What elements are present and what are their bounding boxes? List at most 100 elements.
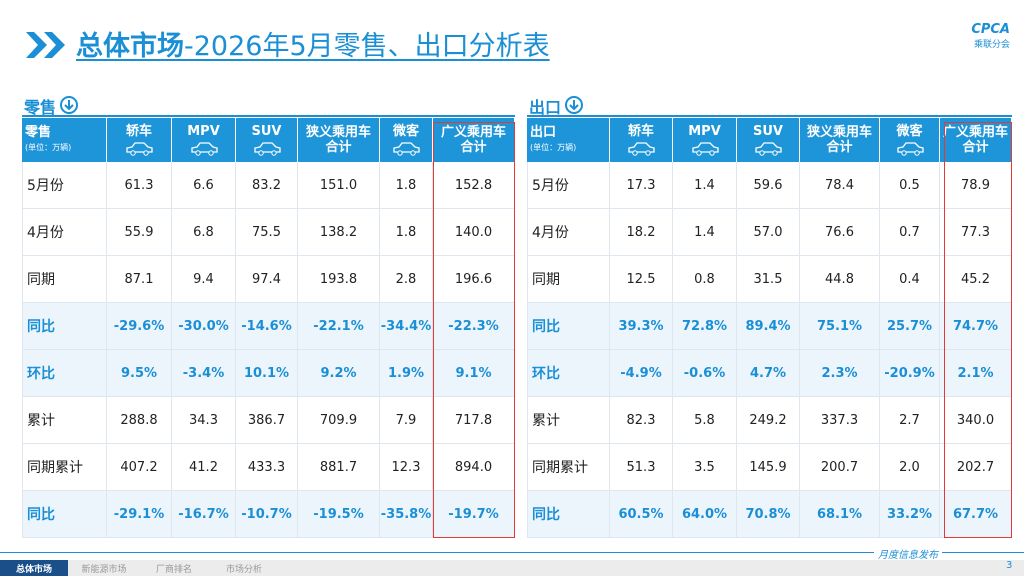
table-cell: 249.2: [737, 397, 800, 444]
logo-text: CPCA: [971, 22, 1010, 37]
column-header-text: 微客: [392, 124, 419, 139]
table-cell: 138.2: [298, 209, 380, 256]
column-header-text: 合计: [325, 140, 352, 155]
table-cell: -35.8%: [380, 491, 433, 538]
table-cell: 337.3: [800, 397, 880, 444]
logo-sub: 乘联分会: [973, 40, 1010, 50]
corner-label: 出口: [530, 125, 557, 140]
table-cell: 72.8%: [673, 303, 737, 350]
footer-tab[interactable]: 厂商排名: [155, 564, 192, 575]
row-label: 同比: [527, 303, 610, 350]
table-cell: 9.1%: [433, 350, 515, 397]
table-cell: 151.0: [298, 162, 380, 209]
vehicle-icon: [252, 142, 282, 156]
row-label: 同比: [527, 491, 610, 538]
table-cell: 9.4: [172, 256, 236, 303]
table-cell: 89.4%: [737, 303, 800, 350]
table-cell: 25.7%: [880, 303, 940, 350]
column-header-text: 合计: [460, 140, 487, 155]
table-cell: 78.4: [800, 162, 880, 209]
row-label: 同期: [527, 256, 610, 303]
row-label: 累计: [527, 397, 610, 444]
table-cell: 41.2: [172, 444, 236, 491]
column-header: 微客: [880, 118, 940, 162]
table-cell: 87.1: [107, 256, 172, 303]
table-cell: 200.7: [800, 444, 880, 491]
section-label: 零售: [24, 98, 57, 117]
page-number: 3: [1006, 560, 1013, 571]
table-cell: 0.7: [880, 209, 940, 256]
footer-bar: [0, 560, 1024, 576]
highlight-box: [433, 122, 515, 538]
table-cell: -29.1%: [107, 491, 172, 538]
column-header: 广义乘用车 合计: [940, 118, 1012, 162]
table-cell: 68.1%: [800, 491, 880, 538]
table-cell: -20.9%: [880, 350, 940, 397]
table-cell: -19.5%: [298, 491, 380, 538]
table-cell: 1.8: [380, 209, 433, 256]
row-label: 5月份: [22, 162, 107, 209]
section-icon: [565, 96, 583, 114]
table-cell: -34.4%: [380, 303, 433, 350]
footer-tab[interactable]: 总体市场: [0, 560, 68, 576]
row-label: 4月份: [527, 209, 610, 256]
table-cell: 6.8: [172, 209, 236, 256]
vehicle-icon: [895, 142, 925, 156]
table-cell: 64.0%: [673, 491, 737, 538]
table-cell: 97.4: [236, 256, 298, 303]
table-cell: 433.3: [236, 444, 298, 491]
table-cell: -0.6%: [673, 350, 737, 397]
column-header-text: 合计: [962, 140, 989, 155]
table-cell: 4.7%: [737, 350, 800, 397]
row-label: 同期累计: [22, 444, 107, 491]
table-cell: -29.6%: [107, 303, 172, 350]
table-cell: 288.8: [107, 397, 172, 444]
vehicle-icon: [391, 142, 421, 156]
title-bold: 总体市场: [76, 31, 184, 62]
column-header-text: 轿车: [627, 124, 654, 139]
table-cell: 75.1%: [800, 303, 880, 350]
footer-tab[interactable]: 市场分析: [225, 564, 262, 575]
table-cell: 70.8%: [737, 491, 800, 538]
table-cell: 2.0: [880, 444, 940, 491]
column-header-text: 广义乘用车: [440, 125, 506, 140]
table-cell: -3.4%: [172, 350, 236, 397]
table-cell: 9.2%: [298, 350, 380, 397]
row-label: 同比: [22, 491, 107, 538]
table-cell: 407.2: [107, 444, 172, 491]
column-header: MPV: [172, 118, 236, 162]
table-cell: 1.9%: [380, 350, 433, 397]
table-cell: 1.4: [673, 209, 737, 256]
table-cell: 1.8: [380, 162, 433, 209]
table-cell: 51.3: [610, 444, 673, 491]
table-cell: 193.8: [298, 256, 380, 303]
section-underline: [22, 115, 515, 117]
column-header: 微客: [380, 118, 433, 162]
title-rest: -2026年5月零售、出口分析表: [184, 31, 550, 62]
table-cell: 60.5%: [610, 491, 673, 538]
table-cell: 386.7: [236, 397, 298, 444]
table-cell: 59.6: [737, 162, 800, 209]
table-cell: 2.8: [380, 256, 433, 303]
table-cell: 34.3: [172, 397, 236, 444]
table-cell: -22.3%: [433, 303, 515, 350]
footer-tab[interactable]: 新能源市场: [81, 564, 127, 575]
column-header-text: SUV: [753, 124, 783, 139]
row-label: 5月份: [527, 162, 610, 209]
highlight-box: [944, 122, 1012, 538]
table-cell: 2.7: [880, 397, 940, 444]
footer-line: [0, 552, 1024, 553]
table-cell: 0.5: [880, 162, 940, 209]
footer-publish: 月度信息发布: [874, 546, 942, 561]
column-header-text: MPV: [688, 124, 721, 139]
section-underline: [527, 115, 1012, 117]
column-header-text: MPV: [187, 124, 220, 139]
corner-cell: 出口 (单位：万辆): [527, 118, 610, 162]
chevrons: [26, 32, 65, 58]
table-cell: -30.0%: [172, 303, 236, 350]
table-cell: 74.7%: [940, 303, 1012, 350]
table-cell: -4.9%: [610, 350, 673, 397]
table-cell: 2.3%: [800, 350, 880, 397]
table-cell: 7.9: [380, 397, 433, 444]
